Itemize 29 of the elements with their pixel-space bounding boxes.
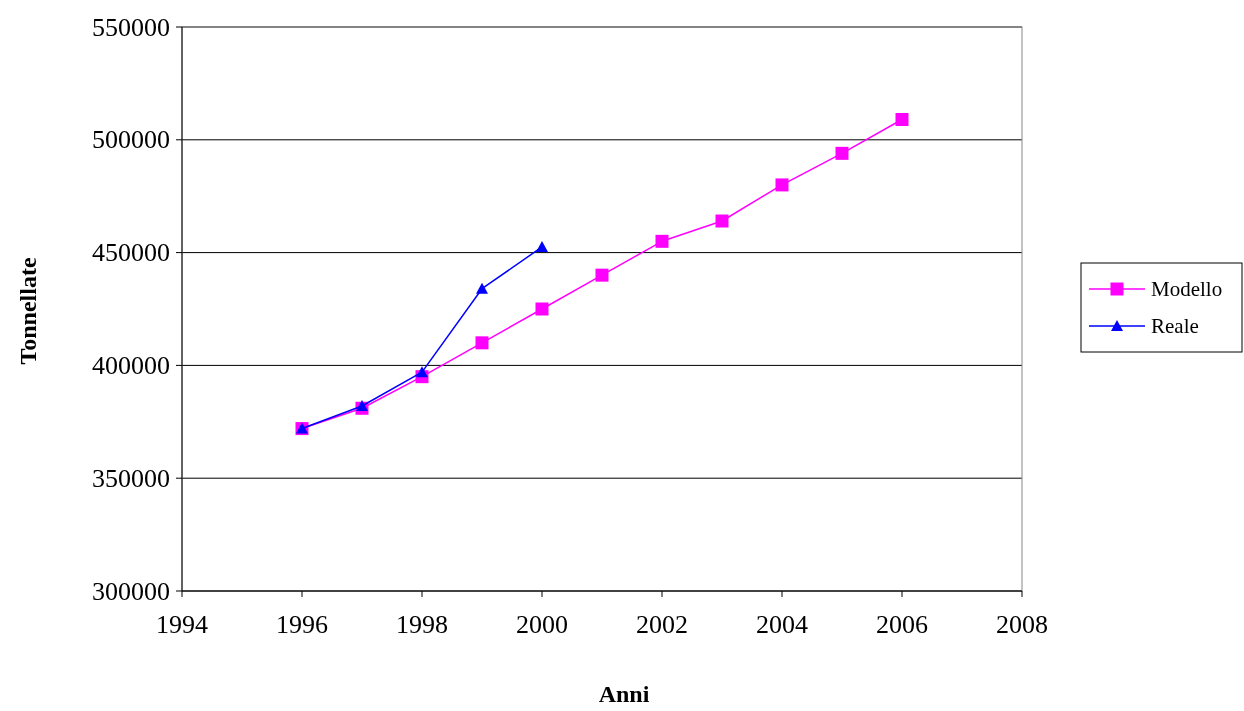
x-tick-label: 2002 xyxy=(636,610,688,639)
x-tick-label: 2000 xyxy=(516,610,568,639)
x-tick-label: 2008 xyxy=(996,610,1048,639)
point xyxy=(535,302,549,316)
legend-label: Modello xyxy=(1151,277,1223,301)
x-tick-label: 1998 xyxy=(396,610,448,639)
x-tick-label: 2006 xyxy=(876,610,928,639)
y-tick-label: 350000 xyxy=(92,463,170,493)
x-tick-label: 1994 xyxy=(156,610,208,639)
y-tick-label: 400000 xyxy=(92,350,170,380)
point xyxy=(595,268,609,282)
point xyxy=(835,146,849,160)
x-tick-label: 1996 xyxy=(276,610,328,639)
y-axis-title: Tonnellate xyxy=(15,257,41,365)
x-tick-label: 2004 xyxy=(756,610,808,639)
point xyxy=(655,234,669,248)
point xyxy=(475,336,489,350)
point xyxy=(416,366,428,378)
point xyxy=(715,214,729,228)
point xyxy=(476,282,488,294)
x-axis-title: Anni xyxy=(598,681,650,707)
y-tick-label: 300000 xyxy=(92,576,170,606)
legend-label: Reale xyxy=(1151,314,1199,338)
y-tick-label: 550000 xyxy=(92,12,170,42)
y-tick-label: 450000 xyxy=(92,238,170,268)
y-tick-label: 500000 xyxy=(92,125,170,155)
point xyxy=(536,240,548,252)
point xyxy=(775,178,789,192)
point xyxy=(895,113,909,126)
